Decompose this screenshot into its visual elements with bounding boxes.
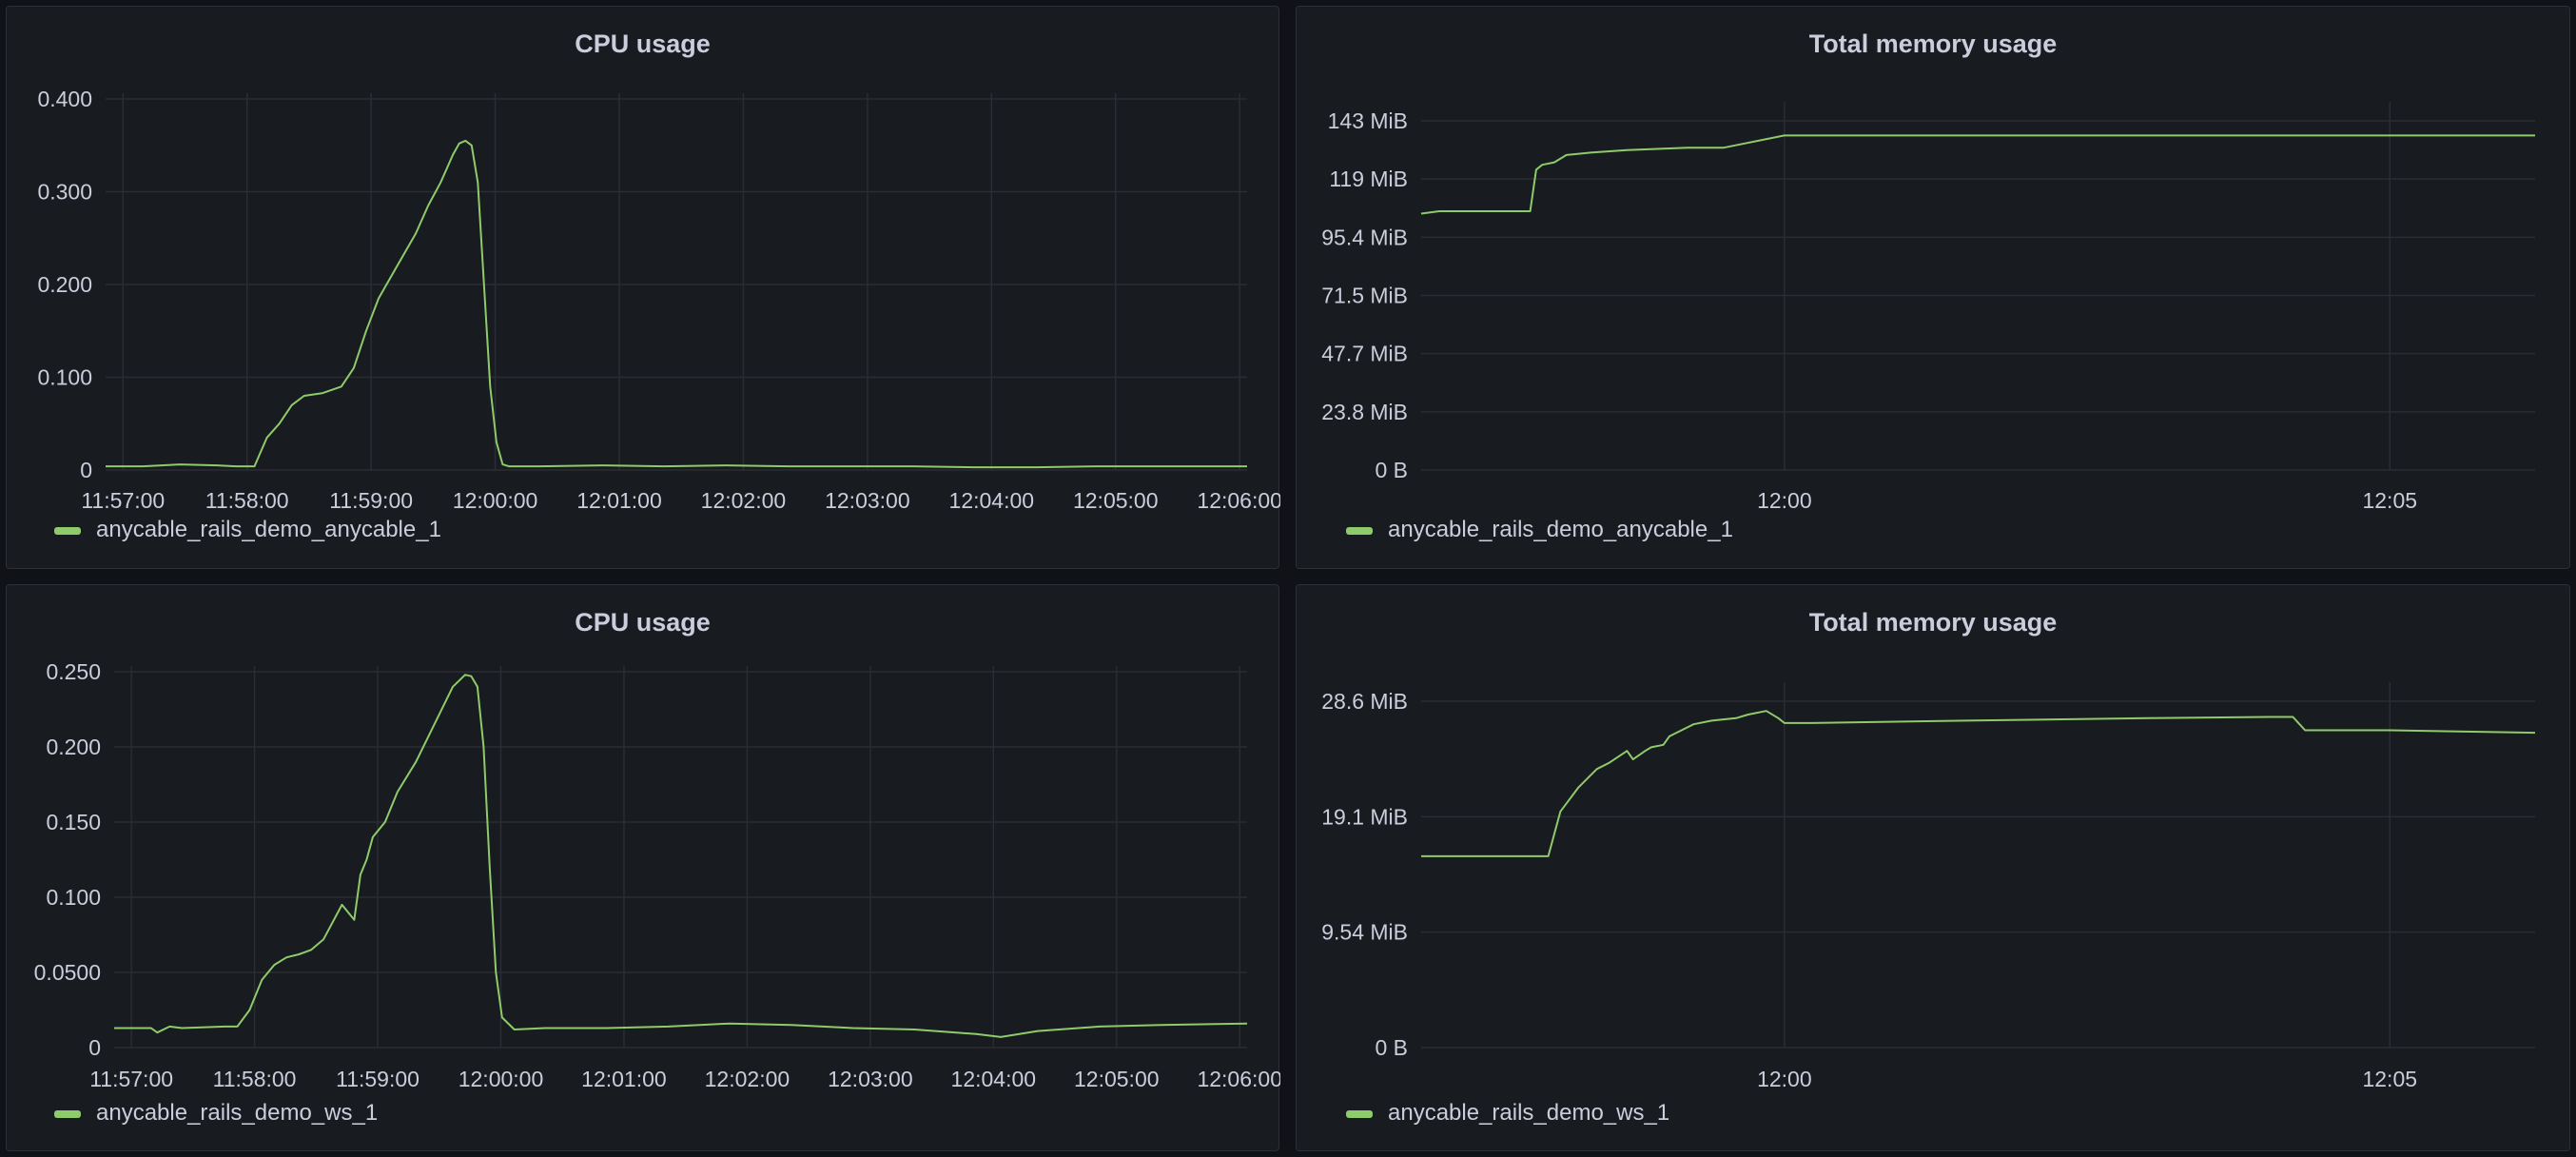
y-tick-label: 95.4 MiB: [1321, 225, 1408, 249]
series-line: [1420, 134, 2535, 215]
y-tick-label: 143 MiB: [1328, 108, 1408, 133]
x-tick-label: 11:57:00: [81, 488, 165, 513]
panel-memory-ws: Total memory usage 0 B 9.54 MiB 19.1 MiB 28…: [1296, 584, 2570, 1151]
y-tick-label: 0.250: [46, 659, 101, 684]
x-tick-label: 12:00:00: [459, 1067, 544, 1091]
x-tick-label: 11:59:00: [329, 488, 413, 513]
legend-label: anycable_rails_demo_ws_1: [96, 1100, 378, 1126]
legend-swatch: [1346, 1110, 1373, 1118]
y-tick-label: 0.150: [46, 810, 101, 834]
y-tick-label: 0.0500: [34, 960, 101, 985]
panel-title[interactable]: CPU usage: [575, 608, 711, 637]
panel-title[interactable]: Total memory usage: [1808, 608, 2058, 637]
cpu-usage-ws-chart: 0 0.0500 0.100 0.150 0.200 0.250 11:57:00 11:58…: [34, 659, 1280, 1126]
legend-swatch: [54, 1110, 81, 1118]
legend-swatch: [1346, 527, 1373, 535]
panel-cpu-anycable: CPU usage 0 0.100 0.200 0.300 0.400 11:57:00 1…: [6, 6, 1280, 569]
series-line: [114, 674, 1248, 1038]
x-tick-label: 12:06:00: [1197, 1067, 1280, 1091]
y-tick-label: 0.200: [46, 735, 101, 759]
x-tick-label: 12:05: [2362, 488, 2417, 513]
x-tick-label: 11:59:00: [336, 1067, 420, 1091]
y-tick-label: 47.7 MiB: [1321, 342, 1408, 366]
y-tick-label: 28.6 MiB: [1321, 689, 1408, 714]
y-tick-label: 0: [88, 1035, 101, 1060]
x-tick-label: 12:05: [2362, 1067, 2417, 1091]
x-tick-label: 11:57:00: [89, 1067, 173, 1091]
x-tick-label: 11:58:00: [213, 1067, 297, 1091]
y-tick-label: 0.100: [37, 365, 92, 390]
x-tick-label: 11:58:00: [205, 488, 289, 513]
y-tick-label: 0.300: [37, 180, 92, 205]
x-tick-label: 12:00: [1757, 1067, 1812, 1091]
panel-cpu-ws: CPU usage 0 0.0500 0.100 0.150 0.200 0.250 11:…: [6, 584, 1280, 1151]
y-tick-label: 0: [80, 458, 92, 482]
x-tick-label: 12:03:00: [828, 1067, 913, 1091]
x-tick-label: 12:02:00: [701, 488, 787, 513]
x-tick-label: 12:00: [1757, 488, 1812, 513]
legend-label: anycable_rails_demo_ws_1: [1388, 1100, 1669, 1126]
series-line: [106, 139, 1247, 469]
legend-swatch: [54, 527, 81, 535]
x-tick-label: 12:01:00: [576, 488, 662, 513]
x-tick-label: 12:01:00: [581, 1067, 667, 1091]
y-tick-label: 0.400: [37, 87, 92, 111]
cpu-usage-anycable-chart: 0 0.100 0.200 0.300 0.400 11:57:00 11:58:00 11:…: [37, 87, 1280, 542]
y-tick-label: 9.54 MiB: [1321, 920, 1408, 945]
panel-memory-anycable: Total memory usage 0 B 23.8 MiB 47.7 MiB 71…: [1296, 6, 2570, 569]
series-line: [1421, 710, 2536, 857]
y-tick-label: 23.8 MiB: [1321, 400, 1408, 424]
x-tick-label: 12:02:00: [705, 1067, 790, 1091]
y-tick-label: 0 B: [1375, 1035, 1408, 1060]
x-tick-label: 12:06:00: [1197, 488, 1280, 513]
y-tick-label: 0.100: [46, 885, 101, 910]
x-tick-label: 12:05:00: [1074, 1067, 1160, 1091]
memory-usage-anycable-chart: 0 B 23.8 MiB 47.7 MiB 71.5 MiB 95.4 MiB 119 M…: [1321, 102, 2535, 542]
y-tick-label: 19.1 MiB: [1321, 804, 1408, 829]
legend-label: anycable_rails_demo_anycable_1: [96, 517, 441, 542]
x-tick-label: 12:05:00: [1073, 488, 1159, 513]
legend-label: anycable_rails_demo_anycable_1: [1388, 517, 1733, 542]
x-tick-label: 12:00:00: [453, 488, 538, 513]
y-tick-label: 0.200: [37, 272, 92, 297]
x-tick-label: 12:03:00: [825, 488, 910, 513]
memory-usage-ws-chart: 0 B 9.54 MiB 19.1 MiB 28.6 MiB 12:00 12:05 any…: [1321, 682, 2536, 1126]
panel-title[interactable]: CPU usage: [575, 29, 711, 58]
panel-title[interactable]: Total memory usage: [1808, 29, 2058, 58]
x-tick-label: 12:04:00: [951, 1067, 1037, 1091]
y-tick-label: 0 B: [1375, 458, 1408, 482]
y-tick-label: 119 MiB: [1329, 167, 1408, 191]
y-tick-label: 71.5 MiB: [1321, 284, 1408, 308]
x-tick-label: 12:04:00: [949, 488, 1035, 513]
